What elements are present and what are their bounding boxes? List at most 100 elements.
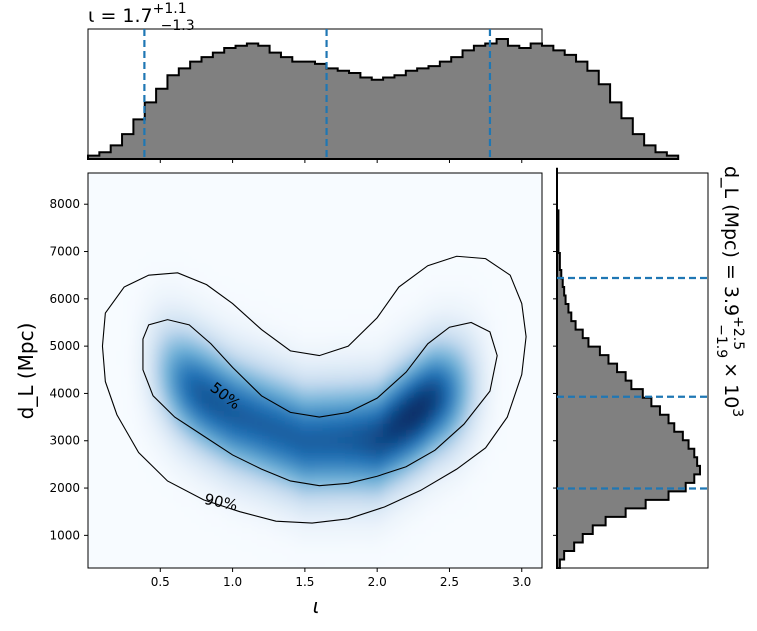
heat-cell [284, 238, 293, 247]
heat-cell [405, 383, 414, 391]
heat-cell [367, 291, 377, 299]
heat-cell [178, 456, 187, 464]
heat-cell [216, 252, 225, 260]
heat-cell [125, 232, 134, 240]
heat-cell [330, 278, 339, 286]
heat-cell [436, 489, 445, 497]
heat-cell [337, 205, 346, 214]
heat-cell [171, 403, 180, 411]
heat-cell [201, 350, 210, 358]
heat-cell [125, 357, 134, 365]
heat-cell [458, 462, 467, 470]
heat-cell [383, 317, 392, 326]
heat-cell [322, 482, 331, 490]
heat-cell [224, 370, 233, 378]
heat-cell [201, 495, 210, 503]
heat-cell [345, 179, 354, 187]
heat-cell [383, 561, 392, 568]
heat-cell [519, 291, 528, 299]
heat-cell [269, 298, 278, 306]
heat-cell [405, 482, 414, 490]
heat-cell [224, 344, 233, 352]
heat-cell [420, 495, 430, 503]
heat-cell [269, 416, 278, 424]
heat-cell [489, 383, 498, 391]
heat-cell [246, 324, 256, 332]
heat-cell [496, 383, 505, 391]
heat-cell [481, 396, 490, 405]
heat-cell [390, 258, 399, 266]
heat-cell [307, 403, 316, 411]
heat-cell [322, 344, 331, 352]
heat-cell [481, 475, 490, 484]
heat-cell [299, 304, 309, 312]
heat-cell [413, 265, 422, 273]
heat-cell [534, 370, 542, 378]
heat-cell [405, 344, 414, 352]
heat-cell [103, 232, 112, 240]
heat-cell [292, 554, 301, 563]
heat-cell [360, 403, 369, 411]
heat-cell [262, 311, 271, 319]
heat-cell [526, 436, 536, 444]
heat-cell [246, 548, 256, 556]
heat-cell [284, 436, 293, 444]
heat-cell [254, 357, 263, 365]
heat-cell [436, 324, 445, 332]
heat-cell [504, 462, 513, 470]
heat-cell [526, 495, 536, 503]
heat-cell [277, 225, 286, 233]
heat-cell [504, 252, 513, 260]
heat-cell [88, 199, 97, 207]
heat-cell [148, 173, 157, 181]
heat-cell [451, 410, 460, 418]
heat-cell [519, 337, 528, 345]
heat-cell [398, 324, 407, 332]
heat-cell [315, 449, 324, 457]
heat-cell [95, 370, 104, 378]
heat-cell [209, 521, 218, 530]
heat-cell [163, 205, 172, 214]
heat-cell [307, 383, 316, 391]
heat-cell [436, 449, 445, 457]
heat-cell [156, 271, 165, 279]
heat-cell [375, 554, 384, 563]
heat-cell [292, 363, 301, 372]
heat-cell [193, 449, 203, 457]
heat-cell [473, 225, 483, 233]
heat-cell [292, 324, 301, 332]
heat-cell [103, 173, 112, 181]
heat-cell [110, 535, 119, 543]
heat-cell [315, 535, 324, 543]
heat-cell [231, 357, 240, 365]
heat-cell [193, 410, 203, 418]
heat-cell [216, 271, 225, 279]
heat-cell [133, 396, 142, 405]
heat-cell [193, 396, 203, 405]
heat-cell [125, 416, 134, 424]
heat-cell [473, 436, 483, 444]
heat-cell [231, 225, 240, 233]
heat-cell [315, 324, 324, 332]
heat-cell [360, 541, 369, 549]
heat-cell [504, 265, 513, 273]
heat-cell [88, 429, 97, 437]
heat-cell [458, 252, 467, 260]
heat-cell [284, 205, 293, 214]
heat-cell [246, 350, 256, 358]
heat-cell [201, 199, 210, 207]
heat-cell [262, 350, 271, 358]
heat-cell [95, 192, 104, 200]
heat-cell [125, 482, 134, 490]
heat-cell [367, 403, 377, 411]
heat-cell [118, 324, 127, 332]
heat-cell [481, 331, 490, 339]
heat-cell [413, 304, 422, 312]
heat-cell [156, 304, 165, 312]
heat-cell [156, 541, 165, 549]
heat-cell [292, 436, 301, 444]
heat-cell [481, 521, 490, 530]
heat-cell [307, 462, 316, 470]
heat-cell [299, 436, 309, 444]
heat-cell [473, 173, 483, 181]
